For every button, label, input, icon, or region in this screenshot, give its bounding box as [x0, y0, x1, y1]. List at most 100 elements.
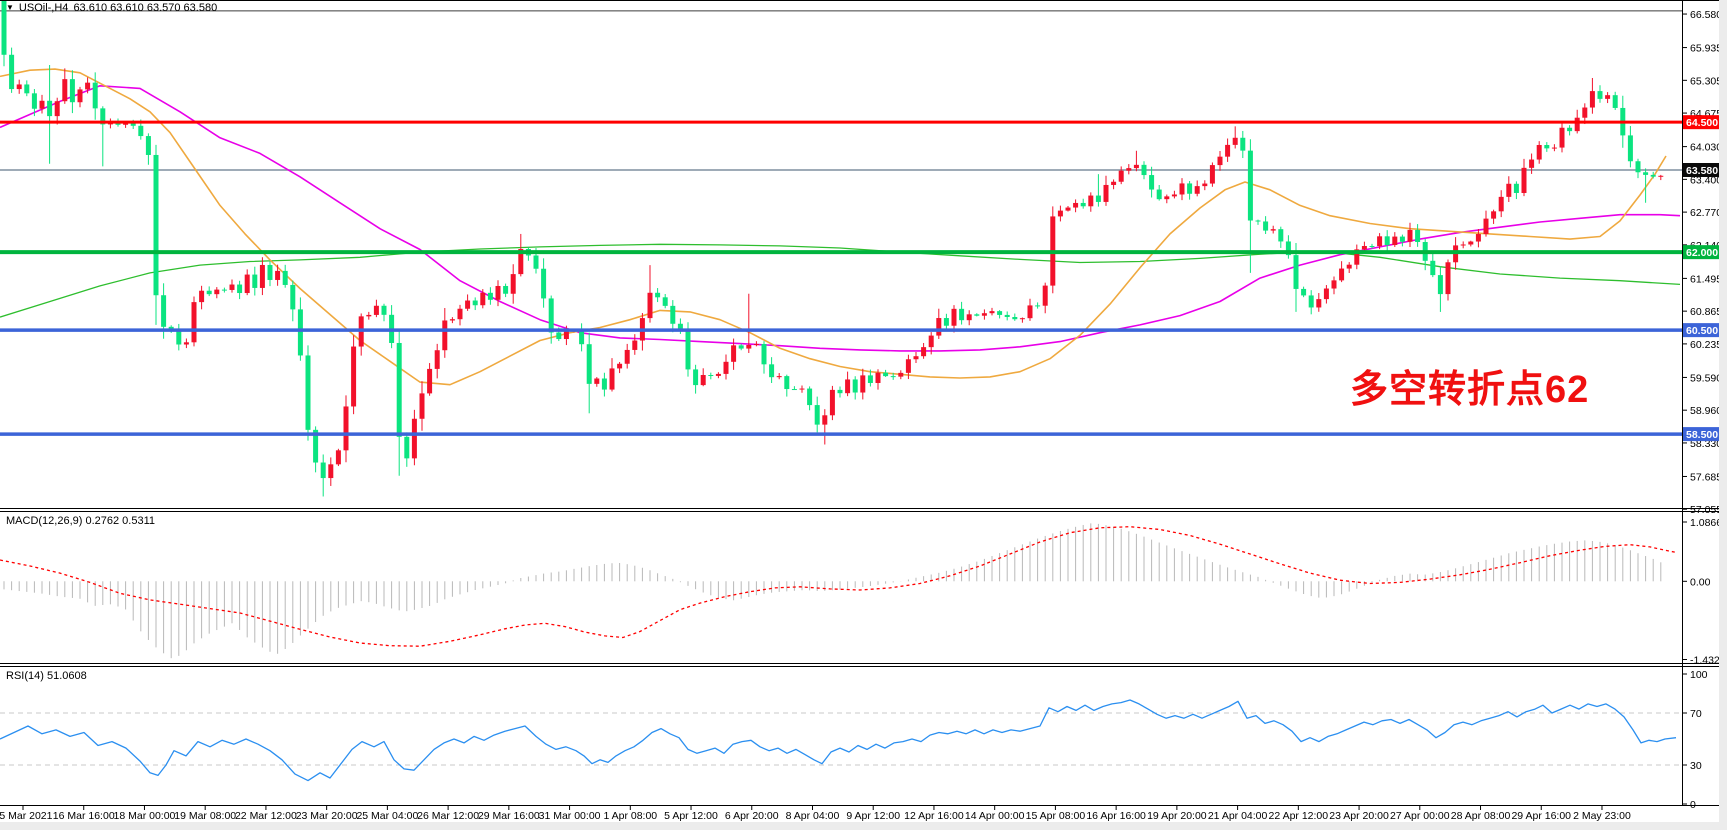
candle-body	[31, 93, 37, 109]
vertical-scrollbar[interactable]	[1719, 0, 1727, 822]
candle-body	[563, 330, 569, 340]
candle-body	[1369, 245, 1375, 247]
macd-pane[interactable]	[0, 523, 1677, 659]
time-tick-label: 19 Mar 08:00	[174, 810, 236, 822]
time-tick-label: 22 Apr 12:00	[1269, 810, 1329, 822]
candle-body	[852, 379, 858, 393]
candle-body	[480, 292, 486, 306]
candle-body	[1225, 144, 1231, 157]
candle-body	[1643, 172, 1649, 175]
candle-body	[1346, 264, 1352, 269]
candle-body	[191, 302, 197, 343]
candle-body	[807, 388, 813, 406]
candle-body	[472, 300, 478, 306]
time-tick-label: 18 Mar 00:00	[114, 810, 176, 822]
candle-body	[1209, 165, 1215, 184]
candle-body	[259, 264, 265, 288]
candle-body	[700, 375, 706, 386]
candle-body	[1164, 196, 1170, 200]
candle-body	[153, 154, 159, 296]
candle-body	[282, 270, 288, 285]
horizontal-scrollbar[interactable]	[0, 822, 1727, 830]
candle-body	[1012, 317, 1018, 320]
candles-layer[interactable]	[1, 0, 1664, 497]
time-tick-label: 12 Apr 16:00	[904, 810, 964, 822]
symbol-info: ▼ USOil-,H4 63.610 63.610 63.570 63.580	[6, 2, 217, 14]
candle-body	[814, 405, 820, 425]
candle-body	[647, 292, 653, 319]
candle-body	[746, 344, 752, 349]
candle-body	[1240, 137, 1246, 151]
candle-body	[510, 274, 516, 294]
candle-body	[1437, 275, 1443, 295]
candle-body	[237, 284, 243, 294]
candle-body	[1194, 186, 1200, 194]
time-tick-label: 29 Apr 16:00	[1511, 810, 1571, 822]
candle-body	[465, 300, 471, 309]
candle-body	[1627, 135, 1633, 162]
candle-body	[1430, 260, 1436, 276]
candle-body	[1475, 234, 1481, 242]
candle-body	[320, 462, 326, 479]
candle-body	[677, 323, 683, 330]
candle-body	[1042, 285, 1048, 306]
candle-body	[214, 289, 220, 295]
candle-body	[601, 378, 607, 390]
price-tick-label: 58.960	[1690, 405, 1722, 417]
candle-body	[138, 125, 144, 137]
candle-body	[351, 346, 357, 407]
candle-body	[1491, 211, 1497, 219]
candle-body	[723, 361, 729, 374]
candle-body	[541, 268, 547, 299]
candle-body	[1582, 107, 1588, 118]
candle-body	[183, 342, 189, 345]
price-tick-label: 62.770	[1690, 207, 1722, 219]
candle-body	[1255, 220, 1261, 222]
candle-body	[290, 284, 296, 310]
candle-body	[297, 309, 303, 356]
candle-body	[1460, 244, 1466, 246]
annotation-text[interactable]: 多空转折点62	[1350, 369, 1590, 411]
candle-body	[632, 340, 638, 350]
candle-body	[1019, 318, 1025, 320]
rsi-tick-label: 70	[1690, 708, 1702, 720]
candle-body	[1384, 236, 1390, 246]
candle-body	[974, 314, 980, 316]
price-axis[interactable]: 66.58065.93565.30564.67564.03063.40062.7…	[1682, 9, 1726, 811]
candle-body	[662, 297, 668, 306]
candle-body	[39, 100, 45, 109]
rsi-pane[interactable]	[0, 699, 1682, 782]
candle-body	[1118, 170, 1124, 182]
symbol-dropdown-icon[interactable]: ▼	[6, 3, 14, 12]
candle-body	[419, 393, 425, 419]
candle-body	[1004, 314, 1010, 318]
candle-body	[449, 319, 455, 321]
candle-body	[1187, 183, 1193, 194]
time-tick-label: 23 Mar 20:00	[296, 810, 358, 822]
candle-body	[845, 379, 851, 394]
candle-body	[1301, 288, 1307, 296]
time-tick-label: 16 Apr 16:00	[1086, 810, 1146, 822]
candle-body	[905, 359, 911, 373]
candle-body	[586, 344, 592, 384]
candle-body	[1141, 164, 1147, 176]
candle-body	[655, 292, 661, 298]
time-tick-label: 14 Apr 00:00	[965, 810, 1025, 822]
candle-body	[313, 429, 319, 463]
time-tick-label: 8 Apr 04:00	[786, 810, 840, 822]
candle-body	[1544, 145, 1550, 149]
time-tick-label: 27 Apr 00:00	[1390, 810, 1450, 822]
candle-body	[1559, 127, 1565, 148]
time-tick-label: 31 Mar 00:00	[539, 810, 601, 822]
candle-body	[617, 363, 623, 369]
candle-body	[305, 355, 311, 430]
candle-body	[47, 100, 53, 117]
price-tag-label: 60.500	[1686, 325, 1718, 337]
rsi-line	[0, 699, 1677, 782]
price-tick-label: 66.580	[1690, 9, 1722, 21]
candle-body	[1597, 91, 1603, 99]
price-tick-label: 60.235	[1690, 339, 1722, 351]
candle-body	[921, 347, 927, 357]
